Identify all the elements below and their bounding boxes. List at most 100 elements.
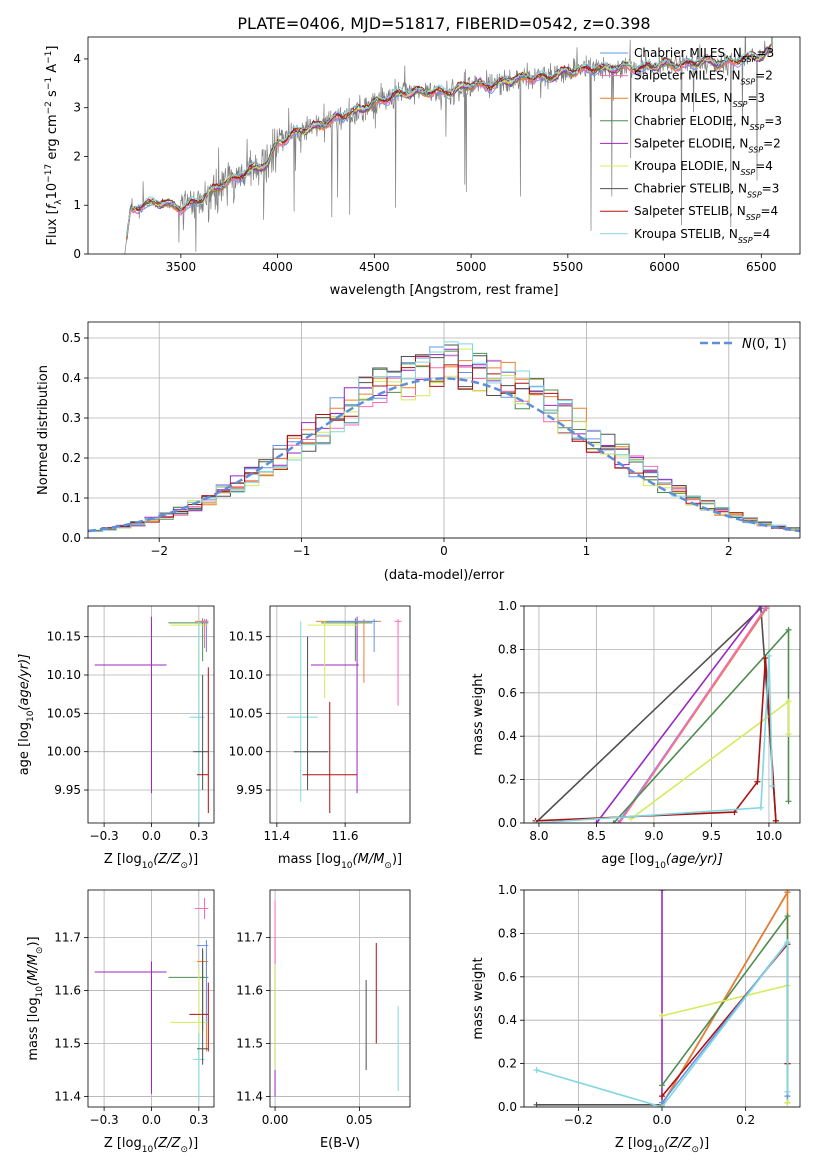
histogram-step-salpeter-stelib xyxy=(88,355,800,532)
y-tick-label: 0.4 xyxy=(62,371,81,385)
x-tick-label: 9.0 xyxy=(644,829,663,843)
errorbar-chabrier-stelib xyxy=(193,675,209,791)
weight-marker xyxy=(784,913,791,920)
y-tick-label: 0 xyxy=(73,247,81,261)
x-tick-label: 0.05 xyxy=(346,1113,373,1127)
errorbar-salpeter-elodie xyxy=(94,616,167,794)
y-axis-label: mass [log10(M/M⊙)] xyxy=(26,936,45,1060)
grid-lines xyxy=(270,606,410,823)
y-tick-label: 11.5 xyxy=(236,1036,263,1050)
weight-marker xyxy=(763,606,770,609)
weight-marker xyxy=(659,1012,665,1019)
axis-ticks: 11.4 11.6 9.95 10.00 10.05 10.10 10.15 xyxy=(229,630,359,843)
axes-frame xyxy=(523,889,801,1108)
x-tick-label: 3500 xyxy=(166,260,197,274)
weight-marker xyxy=(533,1067,540,1074)
errorbar-salpeter-stelib xyxy=(189,982,209,1052)
y-tick-label: 10.05 xyxy=(229,706,263,720)
errorbar-chabrier-miles xyxy=(326,619,378,653)
grid-lines xyxy=(270,890,410,1107)
x-tick-label: 6500 xyxy=(746,260,777,274)
x-axis-label: age [log10(age/yr)] xyxy=(601,852,723,871)
age-vs-metallicity-panel: −0.3 0.0 0.3 9.95 10.00 10.05 10.10 10.15 Z [log… xyxy=(17,605,215,871)
errorbar-salpeter-miles xyxy=(198,619,209,649)
x-axis-label: E(B-V) xyxy=(320,1136,360,1151)
axes-frame xyxy=(87,36,801,255)
legend-label-kroupa-elodie: Kroupa ELODIE, NSSP=4 xyxy=(634,159,773,177)
y-tick-label: 0.6 xyxy=(498,970,517,984)
errorbar-salpeter-elodie xyxy=(94,961,167,1094)
y-tick-label: 10.00 xyxy=(229,745,263,759)
legend-label-salpeter-elodie: Salpeter ELODIE, NSSP=2 xyxy=(634,136,781,154)
weight-marker xyxy=(762,655,769,662)
plot-area xyxy=(532,606,792,823)
weight-line xyxy=(661,984,789,1103)
legend-label-salpeter-miles: Salpeter MILES, NSSP=2 xyxy=(634,69,773,87)
legend-label-normal: N(0, 1) xyxy=(742,337,787,352)
x-tick-label: 4500 xyxy=(359,260,390,274)
weight-marker xyxy=(593,820,600,823)
x-tick-label: 0.0 xyxy=(142,829,161,843)
x-axis-label: mass [log10(M/M⊙)] xyxy=(278,852,402,871)
axes-frame xyxy=(87,321,801,539)
y-tick-label: 11.4 xyxy=(236,1089,263,1103)
weight-series-kroupa-stelib xyxy=(533,939,791,1107)
axes-frame xyxy=(269,889,411,1108)
weight-marker xyxy=(769,783,776,790)
weight-series-salpeter-miles xyxy=(616,606,770,823)
y-tick-label: 1.0 xyxy=(498,883,517,897)
weight-line xyxy=(661,913,789,1103)
x-tick-label: 5500 xyxy=(553,260,584,274)
weight-marker xyxy=(785,626,792,633)
y-tick-label: 0.0 xyxy=(62,531,81,545)
weight-series-chabrier-stelib xyxy=(532,606,779,823)
y-tick-label: 0.2 xyxy=(498,1057,517,1071)
axis-ticks: 3500 4000 4500 5000 5500 6000 6500 0 1 2 3 4 xyxy=(73,52,776,274)
y-tick-label: 0.8 xyxy=(498,926,517,940)
y-tick-label: 0.3 xyxy=(62,411,81,425)
errorbar-salpeter-miles xyxy=(195,897,209,920)
spectrum-legend: Chabrier MILES, NSSP=3 Salpeter MILES, NS… xyxy=(600,46,782,244)
y-tick-label: 2 xyxy=(73,149,81,163)
weight-marker xyxy=(785,698,792,705)
y-tick-label: 0.2 xyxy=(498,773,517,787)
weight-marker xyxy=(757,804,764,811)
x-axis-label: Z [log10(Z/Z⊙)] xyxy=(615,1136,709,1155)
weight-marker xyxy=(659,1082,665,1089)
x-tick-label: 0.3 xyxy=(189,1113,208,1127)
weight-series-kroupa-stelib xyxy=(532,652,776,823)
x-axis-label: Z [log10(Z/Z⊙)] xyxy=(104,1136,198,1155)
weight-marker xyxy=(784,1088,791,1095)
axes-frame xyxy=(87,605,215,824)
legend-label-salpeter-stelib: Salpeter STELIB, NSSP=4 xyxy=(634,204,778,222)
y-tick-label: 10.10 xyxy=(47,668,81,682)
errorbar-kroupa-stelib xyxy=(189,621,205,823)
y-tick-label: 0.4 xyxy=(498,1013,517,1027)
weight-line xyxy=(618,606,768,823)
x-tick-label: 10.0 xyxy=(756,829,783,843)
x-tick-label: −0.3 xyxy=(90,1113,119,1127)
weight-line xyxy=(536,939,789,1107)
errorbar-kroupa-miles xyxy=(316,619,381,683)
weight-marker xyxy=(757,606,764,609)
weight-marker xyxy=(784,939,791,946)
y-tick-label: 10.10 xyxy=(229,668,263,682)
x-tick-label: −2 xyxy=(150,544,168,558)
y-tick-label: 11.4 xyxy=(54,1089,81,1103)
legend-label-kroupa-miles: Kroupa MILES, NSSP=3 xyxy=(634,91,765,109)
y-tick-label: 11.7 xyxy=(54,931,81,945)
weight-marker xyxy=(616,820,623,823)
x-tick-label: 0 xyxy=(440,544,448,558)
errorbar-kroupa-elodie xyxy=(307,621,359,699)
legend-label-chabrier-stelib: Chabrier STELIB, NSSP=3 xyxy=(634,182,779,200)
y-tick-label: 9.95 xyxy=(54,783,81,797)
normal-distribution-curve xyxy=(88,377,800,533)
x-tick-label: 1 xyxy=(583,544,591,558)
weight-marker xyxy=(765,652,772,659)
axis-ticks: 8.0 8.5 9.0 9.5 10.0 0.0 0.2 0.4 0.6 0.8 1.0 xyxy=(498,599,782,843)
residuals-legend: N(0, 1) xyxy=(700,337,787,352)
weight-marker xyxy=(754,778,761,785)
x-tick-label: 0.0 xyxy=(142,1113,161,1127)
y-tick-label: 1.0 xyxy=(498,599,517,613)
axis-ticks: −2 −1 0 1 2 0.0 0.1 0.2 0.3 0.4 0.5 xyxy=(62,331,733,558)
